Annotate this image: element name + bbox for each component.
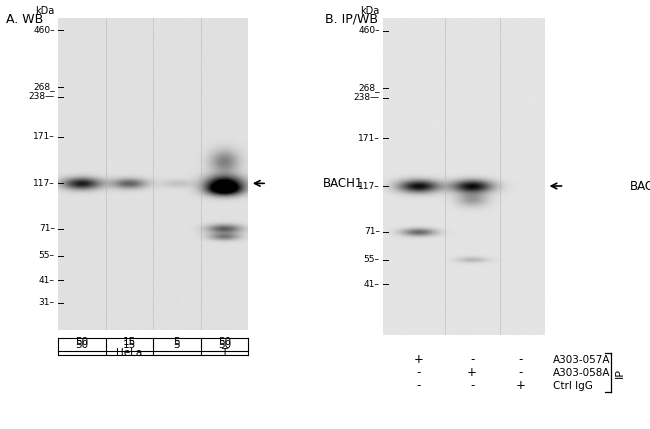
Text: IP: IP [614,368,625,378]
Text: -: - [417,379,421,392]
Text: A303-058A: A303-058A [552,368,610,378]
Text: 5: 5 [174,340,180,350]
Text: 238—: 238— [29,92,55,101]
Text: A. WB: A. WB [6,13,44,26]
Text: Ctrl IgG: Ctrl IgG [552,381,593,391]
Text: 171–: 171– [33,132,55,141]
Text: 50: 50 [75,340,88,350]
Text: 460–: 460– [358,26,380,35]
Text: 50: 50 [218,337,231,347]
Text: 5: 5 [174,337,180,347]
Text: 15: 15 [123,340,136,350]
Text: -: - [519,366,523,379]
Text: 71–: 71– [39,224,55,233]
Text: 55–: 55– [39,251,55,260]
Text: HeLa: HeLa [116,348,142,358]
Text: -: - [519,353,523,366]
Text: 117–: 117– [33,179,55,188]
Text: -: - [470,353,474,366]
Text: A303-057A: A303-057A [552,355,610,365]
Text: +: + [467,366,477,379]
Text: +: + [413,353,424,366]
Text: 71–: 71– [364,227,380,236]
Text: 268_: 268_ [33,82,55,91]
Text: kDa: kDa [36,6,55,16]
Text: -: - [470,379,474,392]
Text: 171–: 171– [358,134,380,143]
Text: 268_: 268_ [358,83,380,92]
Text: T: T [221,348,228,358]
Text: kDa: kDa [361,6,380,16]
Text: 238—: 238— [354,94,380,103]
Text: BACH1: BACH1 [323,177,363,190]
Text: 117–: 117– [358,181,380,190]
Text: 31–: 31– [39,298,55,307]
Text: 41–: 41– [39,275,55,284]
Text: 50: 50 [218,340,231,350]
Text: +: + [515,379,526,392]
Text: 55–: 55– [364,255,380,264]
Text: BACH1: BACH1 [629,179,650,193]
Text: 50: 50 [75,337,88,347]
Text: 15: 15 [123,337,136,347]
Text: B. IP/WB: B. IP/WB [325,13,378,26]
Text: 460–: 460– [33,26,55,35]
Text: 41–: 41– [364,280,380,289]
Text: -: - [417,366,421,379]
